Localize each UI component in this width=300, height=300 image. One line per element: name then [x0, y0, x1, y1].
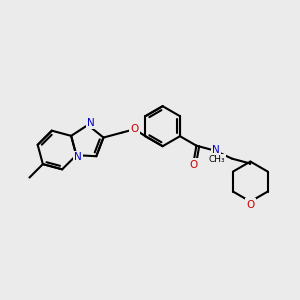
Text: O: O	[190, 160, 198, 170]
Text: N: N	[212, 145, 220, 154]
Text: N: N	[74, 152, 82, 162]
Text: O: O	[130, 124, 139, 134]
Text: CH₃: CH₃	[209, 155, 225, 164]
Text: N: N	[87, 118, 95, 128]
Text: O: O	[246, 200, 254, 210]
